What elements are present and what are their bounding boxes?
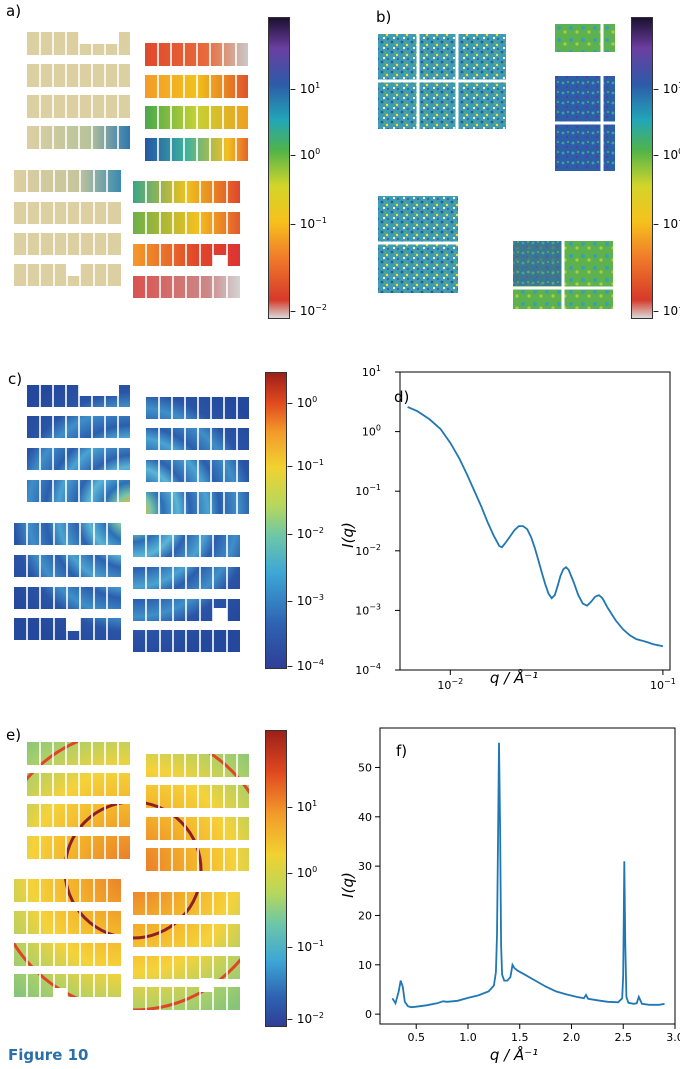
- chart-d-ytick-label: 10−1: [355, 483, 381, 498]
- chart-d-xlabel: q / Å⁻¹: [490, 668, 538, 687]
- tile-grid-e: [26, 742, 238, 1010]
- panel-label-e: e): [6, 726, 22, 744]
- chart-d-frame: [399, 371, 671, 671]
- colorbar-c-tick-2: – 10−2: [287, 526, 324, 542]
- colorbar-c-tick-1: – 10−1: [287, 458, 324, 474]
- chart-f-xtick-label: 1.5: [511, 1031, 528, 1044]
- panel-label-c: c): [8, 370, 23, 388]
- colorbar-e-tick-1: – 100: [287, 865, 318, 881]
- chart-f-ylabel: I(q): [340, 872, 357, 898]
- module-rows-e: [14, 742, 249, 1010]
- chart-f-xtick-label: 1.0: [459, 1031, 477, 1044]
- colorbar-b-tick-0: – 101: [653, 81, 680, 96]
- chart-d-ytick-label: 101: [362, 364, 381, 379]
- chart-d-ylabel: I(q): [340, 522, 357, 548]
- colorbar-a-tick-3: – 10−2: [290, 303, 327, 318]
- chart-f-ytick-label: 10: [358, 959, 372, 972]
- colorbar-b-tick-1: – 100: [653, 147, 680, 162]
- panel-label-f: f): [396, 742, 407, 760]
- colorbar-b: [631, 17, 653, 319]
- chart-d-ytick-label: 100: [362, 424, 381, 439]
- chart-d-xtick-label: 10−2: [437, 677, 463, 690]
- panel-e: e): [0, 720, 340, 1040]
- module-group-b-bottom-left: [378, 196, 458, 293]
- detector-image-a: [14, 32, 248, 298]
- colorbar-c-ticks: – 100 – 10−1 – 10−2 – 10−3 – 10−4: [287, 372, 340, 673]
- tile-grid-a: [26, 32, 237, 298]
- chart-d: 10−2 10−1 101 100 10−1 10−2 10−3 10−4 d) q / Å⁻…: [339, 364, 676, 692]
- panel-label-d: d): [394, 388, 409, 406]
- panel-b: b): [340, 0, 680, 330]
- colorbar-b-ticks: – 101 – 100 – 10−1 – 10−2: [653, 17, 680, 318]
- chart-f-xtick-label: 2.5: [614, 1031, 632, 1044]
- colorbar-e-tick-0: – 101: [287, 798, 318, 814]
- detector-image-c: [14, 385, 249, 652]
- detector-image-b: [378, 24, 615, 309]
- missing-tiles-c: [66, 385, 227, 631]
- chart-f-xlabel: q / Å⁻¹: [490, 1045, 538, 1064]
- chart-d-ytick-label: 10−2: [355, 543, 381, 558]
- colorbar-e-ticks: – 101 – 100 – 10−1 – 10−2: [287, 730, 340, 1027]
- chart-f: 0.5 1.0 1.5 2.0 2.5 3.0 0 10 20 30 40 50 f) q / Å⁻¹…: [339, 727, 680, 1064]
- panel-f: 0.5 1.0 1.5 2.0 2.5 3.0 0 10 20 30 40 50 f) q / Å⁻¹…: [339, 720, 680, 1065]
- colorbar-c-tick-0: – 100: [287, 394, 318, 410]
- detector-image-e: [14, 742, 249, 1010]
- colorbar-b-tick-3: – 10−2: [653, 303, 680, 318]
- colorbar-c-tick-3: – 10−3: [287, 592, 324, 608]
- module-group-b-top-left: [378, 34, 506, 129]
- figure-caption-label: Figure 10: [8, 1046, 89, 1064]
- chart-f-ytick-label: 0: [365, 1008, 372, 1021]
- colorbar-c-tick-4: – 10−4: [287, 657, 324, 673]
- module-group-b-top-right: [555, 24, 615, 171]
- panel-c: c): [0, 360, 340, 685]
- panel-label-b: b): [376, 8, 392, 26]
- chart-f-series-line: [391, 742, 665, 1009]
- chart-d-ytick-label: 10−3: [355, 602, 381, 617]
- colorbar-c: [265, 372, 287, 669]
- panel-a: a): [0, 0, 340, 330]
- colorbar-e-tick-3: – 10−2: [287, 1011, 324, 1027]
- tile-grid-c: [26, 385, 238, 652]
- colorbar-a-ticks: – 101 – 100 – 10−1 – 10−2: [290, 17, 340, 318]
- chart-f-frame: [379, 727, 676, 1025]
- chart-f-xtick-label: 0.5: [407, 1031, 425, 1044]
- chart-d-series-line: [407, 406, 664, 648]
- chart-f-xtick-label: 3.0: [666, 1031, 680, 1044]
- colorbar-a-tick-1: – 100: [290, 147, 321, 162]
- panel-label-a: a): [6, 2, 22, 20]
- colorbar-e-tick-2: – 10−1: [287, 938, 324, 954]
- chart-d-axes: 10−2 10−1 101 100 10−1 10−2 10−3 10−4: [355, 364, 676, 692]
- colorbar-b-tick-2: – 10−1: [653, 216, 680, 231]
- missing-tiles-a: [66, 32, 227, 276]
- chart-d-ytick-label: 10−4: [355, 662, 381, 677]
- module-group-b-bottom-right: [513, 241, 613, 309]
- missing-tiles-e: [53, 978, 214, 1000]
- chart-f-xtick-label: 2.0: [563, 1031, 581, 1044]
- chart-d-xtick-label: 10−1: [650, 677, 676, 690]
- colorbar-e: [265, 730, 287, 1027]
- chart-f-ytick-label: 40: [358, 811, 372, 824]
- chart-f-ytick-label: 50: [358, 761, 372, 774]
- colorbar-a-tick-2: – 10−1: [290, 216, 327, 231]
- panel-d: 10−2 10−1 101 100 10−1 10−2 10−3 10−4 d) q / Å⁻…: [339, 360, 680, 692]
- colorbar-a-tick-0: – 101: [290, 81, 321, 96]
- chart-f-ytick-label: 30: [358, 860, 372, 873]
- chart-f-ytick-label: 20: [358, 909, 372, 922]
- colorbar-a: [268, 17, 290, 319]
- chart-f-axes: 0.5 1.0 1.5 2.0 2.5 3.0 0 10 20 30 40 50: [358, 727, 680, 1044]
